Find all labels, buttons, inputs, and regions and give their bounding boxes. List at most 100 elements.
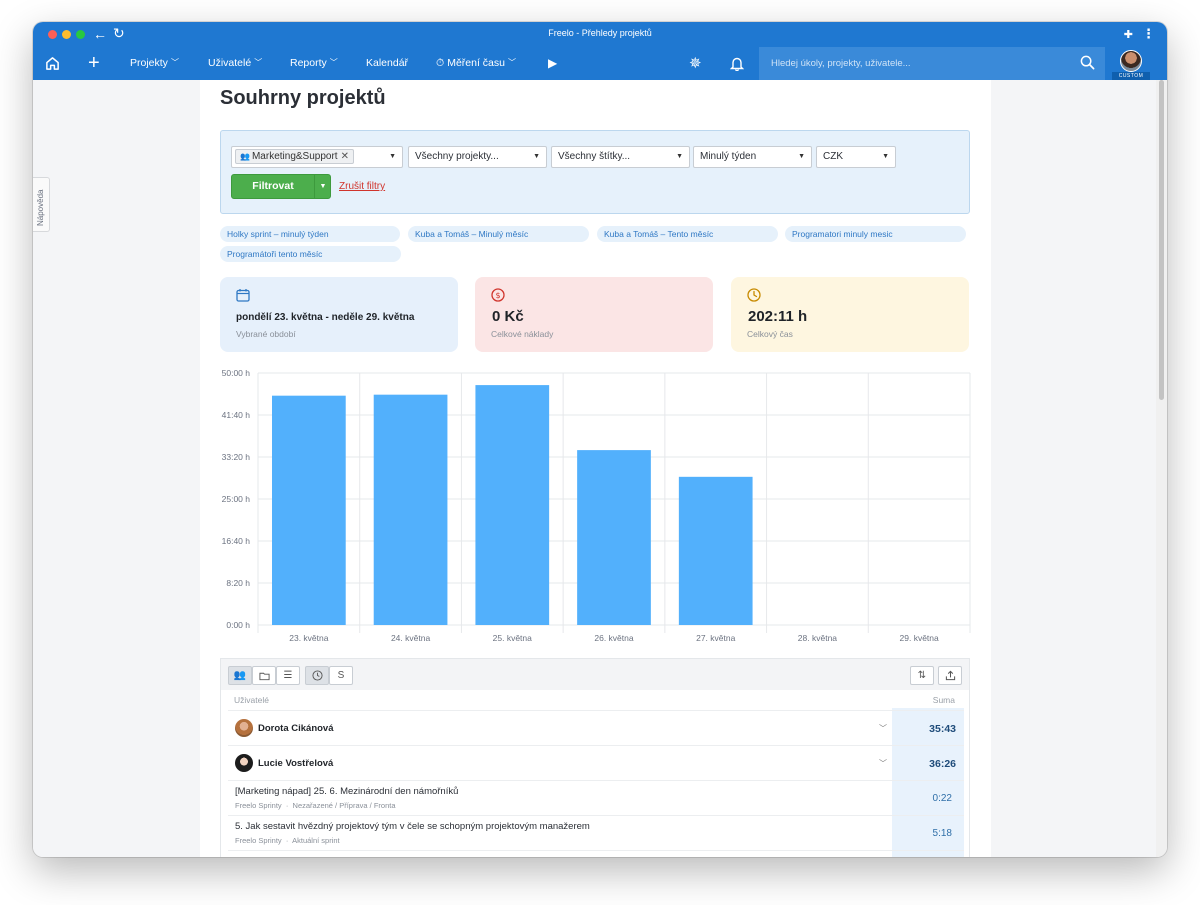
back-arrow-icon[interactable]: ← [93, 26, 107, 42]
vertical-scrollbar[interactable] [1156, 80, 1167, 857]
avatar [1120, 50, 1142, 72]
bell-icon[interactable] [729, 47, 745, 80]
group-by-users-button[interactable]: 👥 [228, 666, 252, 685]
caret-down-icon: ▼ [676, 153, 683, 160]
caret-down-icon: ▼ [882, 153, 889, 160]
saved-filter-chip[interactable]: Kuba a Tomáš – Minulý měsíc [408, 226, 589, 242]
clock-icon [747, 288, 761, 302]
more-menu-icon[interactable]: ⋮ [1142, 26, 1155, 41]
filter-dropdown-toggle[interactable]: ▼ [314, 175, 331, 198]
export-button[interactable] [938, 666, 962, 685]
nav-mereni-casu[interactable]: ⏱ Měření času ﹀ [436, 47, 516, 80]
nav-uzivatele[interactable]: Uživatelé ﹀ [208, 47, 262, 80]
minimize-window-button[interactable] [62, 30, 71, 39]
user-sum: 35:43 [929, 723, 956, 735]
dollar-icon: S [337, 670, 345, 681]
saved-filter-chip[interactable]: Holky sprint – minulý týden [220, 226, 400, 242]
table-toolbar: 👥 ☰ S ⇅ [221, 659, 969, 690]
task-project[interactable]: Freelo Sprinty [235, 836, 282, 845]
task-row[interactable] [228, 850, 964, 857]
x-tick-label: 23. května [289, 633, 328, 643]
maximize-window-button[interactable] [76, 30, 85, 39]
scrollbar-thumb[interactable] [1159, 80, 1164, 400]
dollar-icon: $ [491, 288, 505, 302]
x-tick-label: 28. května [798, 633, 837, 643]
gear-icon[interactable]: ✵ [689, 55, 702, 72]
sort-icon: ⇅ [917, 670, 927, 681]
period-filter-select[interactable]: Minulý týden ▼ [693, 146, 812, 168]
page-title: Souhrny projektů [220, 87, 386, 109]
task-project[interactable]: Freelo Sprinty [235, 801, 282, 810]
y-tick-label: 50:00 h [222, 368, 251, 378]
filter-button[interactable]: Filtrovat ▼ [231, 174, 331, 199]
chart-bar [577, 450, 651, 625]
saved-filter-chip[interactable]: Kuba a Tomáš – Tento měsíc [597, 226, 778, 242]
calendar-icon [236, 289, 250, 302]
projects-filter-value: Všechny projekty... [415, 151, 499, 162]
show-time-button[interactable] [305, 666, 329, 685]
sort-button[interactable]: ⇅ [910, 666, 934, 685]
nav-projekty[interactable]: Projekty ﹀ [130, 47, 179, 80]
help-side-tab-label: Nápověda [36, 189, 45, 226]
help-side-tab[interactable]: Nápověda [33, 177, 50, 232]
add-icon[interactable]: + [88, 52, 100, 74]
chevron-down-icon[interactable]: ﹀ [879, 759, 887, 768]
remove-tag-icon[interactable]: ✕ [340, 151, 349, 162]
saved-filter-chip[interactable]: Programátoři tento měsíc [220, 246, 401, 262]
group-by-projects-button[interactable] [252, 666, 276, 685]
avatar [235, 719, 253, 737]
chevron-down-icon: ﹀ [254, 58, 263, 67]
saved-filter-chip[interactable]: Programatori minuly mesic [785, 226, 966, 242]
cost-card-value: 0 Kč [492, 308, 524, 325]
sum-column-background [892, 708, 964, 857]
nav-uzivatele-label: Uživatelé [208, 57, 252, 69]
period-card-value: pondělí 23. května - neděle 29. května [236, 312, 415, 323]
projects-filter-select[interactable]: Všechny projekty... ▼ [408, 146, 547, 168]
currency-filter-select[interactable]: CZK ▼ [816, 146, 896, 168]
y-tick-label: 8:20 h [226, 578, 250, 588]
reset-filters-link[interactable]: Zrušit filtry [339, 181, 386, 192]
nav-reporty[interactable]: Reporty ﹀ [290, 47, 338, 80]
y-tick-label: 41:40 h [222, 410, 251, 420]
tag-chip-label: Marketing&Support [251, 151, 338, 162]
bell-icon-svg [729, 57, 745, 72]
user-avatar-menu[interactable]: CUSTOM [1112, 49, 1150, 80]
y-tick-label: 25:00 h [222, 494, 251, 504]
task-path[interactable]: Aktuální sprint [292, 836, 340, 845]
y-tick-label: 33:20 h [222, 452, 251, 462]
user-sum: 36:26 [929, 758, 956, 770]
user-row[interactable]: Lucie Vostřelová ﹀ 36:26 [228, 745, 964, 780]
labels-filter-select[interactable]: Všechny štítky... ▼ [551, 146, 690, 168]
task-title[interactable]: [Marketing nápad] 25. 6. Mezinárodní den… [235, 786, 459, 797]
task-meta: Freelo Sprinty · Aktuální sprint [235, 836, 340, 845]
browser-window: ← ↻ Freelo - Přehledy projektů ✚ ⋮ + Pro… [33, 22, 1167, 857]
chevron-down-icon[interactable]: ﹀ [879, 724, 887, 733]
x-tick-label: 27. května [696, 633, 735, 643]
home-icon[interactable] [45, 47, 60, 80]
search-input[interactable] [771, 55, 1071, 72]
task-path[interactable]: Nezařazené / Příprava / Fronta [292, 801, 396, 810]
period-filter-value: Minulý týden [700, 151, 757, 162]
main-navbar: + Projekty ﹀ Uživatelé ﹀ Reporty ﹀ Kalendář… [33, 47, 1167, 80]
caret-down-icon: ▼ [389, 153, 396, 160]
task-row[interactable]: 5. Jak sestavit hvězdný projektový tým v… [228, 815, 964, 850]
nav-mereni-label: Měření času [447, 57, 505, 69]
svg-text:$: $ [495, 291, 500, 300]
group-by-tasks-button[interactable]: ☰ [276, 666, 300, 685]
nav-kalendar[interactable]: Kalendář [366, 47, 408, 80]
reload-icon[interactable]: ↻ [113, 25, 125, 41]
close-window-button[interactable] [48, 30, 57, 39]
labels-filter-value: Všechny štítky... [558, 151, 631, 162]
show-costs-button[interactable]: S [329, 666, 353, 685]
y-tick-label: 16:40 h [222, 536, 251, 546]
user-row[interactable]: Dorota Cikánová ﹀ 35:43 [228, 710, 964, 745]
extension-puzzle-icon[interactable]: ✚ [1123, 29, 1133, 41]
period-card: pondělí 23. května - neděle 29. května V… [220, 277, 458, 352]
play-timer-icon[interactable]: ▶ [548, 56, 558, 70]
task-row[interactable]: [Marketing nápad] 25. 6. Mezinárodní den… [228, 780, 964, 815]
x-tick-label: 26. května [594, 633, 633, 643]
search-icon[interactable] [1080, 55, 1095, 70]
task-title[interactable]: 5. Jak sestavit hvězdný projektový tým v… [235, 821, 590, 832]
title-bar: ← ↻ Freelo - Přehledy projektů ✚ ⋮ [33, 22, 1167, 47]
tag-filter-select[interactable]: 👥 Marketing&Support ✕ ▼ [231, 146, 403, 168]
